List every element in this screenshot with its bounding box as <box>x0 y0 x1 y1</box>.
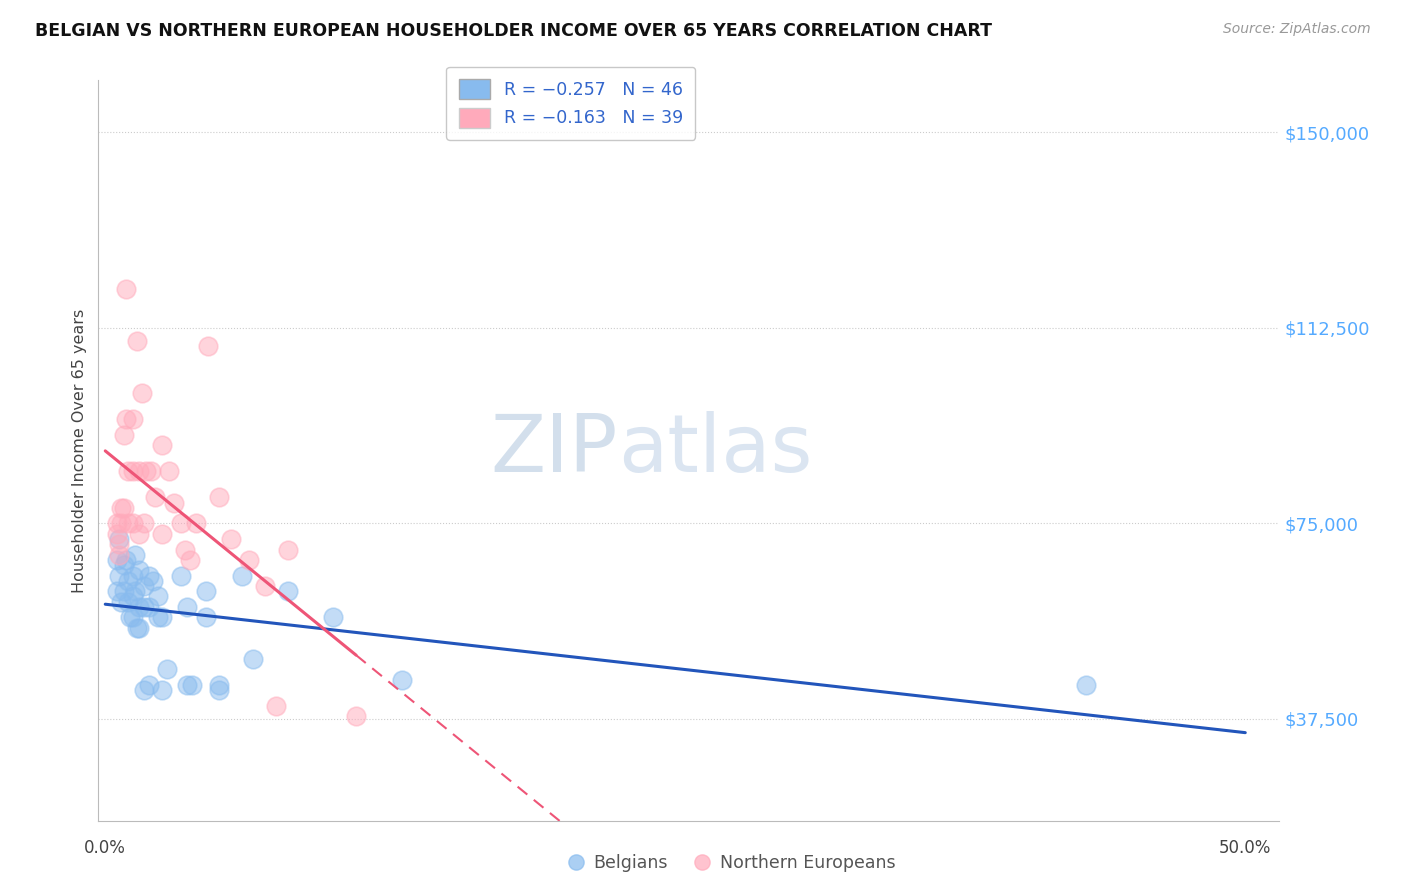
Point <box>128 621 150 635</box>
Text: 50.0%: 50.0% <box>1219 838 1271 857</box>
Point <box>391 673 413 687</box>
Point <box>128 464 150 478</box>
Point <box>108 532 131 546</box>
Point <box>231 568 253 582</box>
Point <box>344 709 367 723</box>
Point <box>108 568 131 582</box>
Point <box>139 464 162 478</box>
Point <box>264 698 287 713</box>
Point <box>180 678 202 692</box>
Point <box>174 542 197 557</box>
Text: ZIP: ZIP <box>491 411 619 490</box>
Point <box>114 553 136 567</box>
Point <box>117 516 139 531</box>
Point <box>277 542 299 557</box>
Point <box>208 491 231 505</box>
Point <box>132 683 155 698</box>
Point <box>208 678 231 692</box>
Point <box>242 652 264 666</box>
Text: BELGIAN VS NORTHERN EUROPEAN HOUSEHOLDER INCOME OVER 65 YEARS CORRELATION CHART: BELGIAN VS NORTHERN EUROPEAN HOUSEHOLDER… <box>35 22 993 40</box>
Point <box>128 527 150 541</box>
Point <box>105 516 128 531</box>
Point <box>186 516 208 531</box>
Text: atlas: atlas <box>619 411 813 490</box>
Legend: Belgians, Northern Europeans: Belgians, Northern Europeans <box>560 847 903 879</box>
Text: 0.0%: 0.0% <box>84 838 127 857</box>
Point <box>150 683 173 698</box>
Point <box>121 412 143 426</box>
Point <box>112 558 135 573</box>
Point <box>121 464 143 478</box>
Point <box>105 584 128 599</box>
Point <box>127 334 149 348</box>
Point <box>108 537 131 551</box>
Point <box>117 464 139 478</box>
Point <box>114 282 136 296</box>
Point <box>135 464 157 478</box>
Point <box>238 553 260 567</box>
Point <box>176 599 198 614</box>
Point <box>112 500 135 515</box>
Point <box>277 584 299 599</box>
Point <box>194 610 217 624</box>
Point <box>112 584 135 599</box>
Legend: R = −0.257   N = 46, R = −0.163   N = 39: R = −0.257 N = 46, R = −0.163 N = 39 <box>447 67 695 140</box>
Point <box>121 516 143 531</box>
Point <box>219 532 242 546</box>
Point <box>176 678 198 692</box>
Point <box>197 339 219 353</box>
Point <box>128 599 150 614</box>
Point <box>120 610 142 624</box>
Point <box>194 584 217 599</box>
Point <box>132 516 155 531</box>
Point <box>117 595 139 609</box>
Y-axis label: Householder Income Over 65 years: Householder Income Over 65 years <box>72 309 87 592</box>
Point <box>131 386 153 401</box>
Point <box>105 527 128 541</box>
Point <box>105 553 128 567</box>
Point <box>138 678 160 692</box>
Point <box>128 563 150 577</box>
Point <box>124 548 146 562</box>
Point <box>150 527 173 541</box>
Point <box>121 568 143 582</box>
Point <box>127 621 149 635</box>
Point <box>157 464 180 478</box>
Point <box>156 662 179 676</box>
Point <box>169 516 191 531</box>
Point <box>132 599 155 614</box>
Point <box>142 574 165 588</box>
Point <box>1074 678 1097 692</box>
Point <box>114 412 136 426</box>
Point <box>208 683 231 698</box>
Point <box>163 495 186 509</box>
Point <box>146 590 169 604</box>
Point <box>138 568 160 582</box>
Point <box>150 610 173 624</box>
Point <box>132 579 155 593</box>
Point <box>146 610 169 624</box>
Point <box>110 516 132 531</box>
Point <box>117 574 139 588</box>
Point <box>108 548 131 562</box>
Text: Source: ZipAtlas.com: Source: ZipAtlas.com <box>1223 22 1371 37</box>
Point <box>169 568 191 582</box>
Point <box>145 491 167 505</box>
Point <box>121 590 143 604</box>
Point <box>124 584 146 599</box>
Point <box>110 500 132 515</box>
Point <box>179 553 201 567</box>
Point <box>112 427 135 442</box>
Point <box>110 595 132 609</box>
Point <box>253 579 276 593</box>
Point <box>150 438 173 452</box>
Point <box>138 599 160 614</box>
Point <box>121 610 143 624</box>
Point <box>322 610 344 624</box>
